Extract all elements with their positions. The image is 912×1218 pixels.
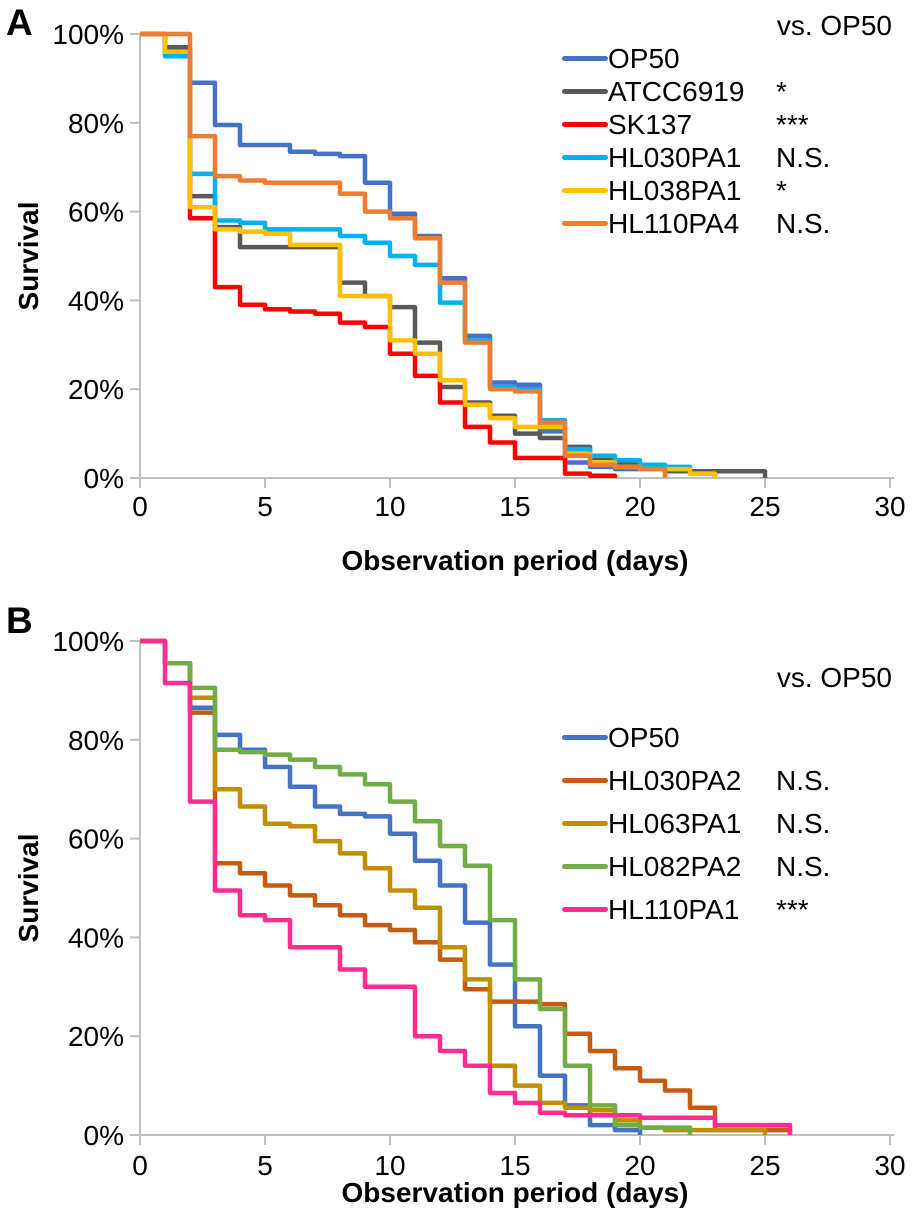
survival-curve-hl110pa4	[140, 31, 668, 478]
x-tick-label: 5	[257, 491, 273, 522]
survival-curve-sk137	[140, 31, 618, 479]
x-tick-label: 20	[624, 1150, 655, 1181]
legend-swatch-op50	[562, 735, 608, 740]
legend-swatch-atcc6919	[562, 89, 608, 94]
survival-curve-op50	[140, 638, 643, 1135]
legend-swatch-hl110pa4	[562, 221, 608, 226]
legend-swatch-hl063pa1	[562, 821, 608, 826]
significance-marker: ***	[776, 893, 809, 925]
x-tick-label: 30	[874, 1150, 905, 1181]
x-tick-label: 10	[374, 1150, 405, 1181]
legend-item-hl038pa1: HL038PA1 *	[562, 174, 907, 207]
significance-marker: ***	[776, 108, 809, 140]
legend-item-sk137: SK137 ***	[562, 108, 907, 141]
significance-marker: N.S.	[776, 807, 831, 839]
legend-label: OP50	[608, 721, 680, 753]
significance-marker: *	[776, 75, 787, 107]
legend-swatch-hl038pa1	[562, 188, 608, 193]
legend-swatch-op50	[562, 56, 608, 61]
legend-swatch-hl082pa2	[562, 864, 608, 869]
legend-panel-b: OP50 HL030PA2 N.S. HL063PA1 N.S. HL082PA2 N.S.…	[562, 716, 907, 931]
legend-label: HL082PA2	[608, 850, 742, 882]
survival-curve-hl082pa2	[140, 638, 693, 1135]
x-axis-title: Observation period (days)	[342, 545, 689, 576]
legend-label: HL110PA4	[608, 207, 740, 239]
survival-curve-hl110pa1	[140, 638, 793, 1135]
legend-item-hl030pa2: HL030PA2 N.S.	[562, 759, 907, 802]
legend-label: HL030PA1	[608, 141, 742, 173]
survival-curve-hl030pa2	[140, 638, 793, 1135]
y-tick-label: 60%	[68, 824, 124, 855]
legend-swatch-hl030pa1	[562, 155, 608, 160]
legend-panel-a: OP50 ATCC6919 * SK137 *** HL030PA1 N.S. HL038PA…	[562, 42, 907, 240]
survival-chart-b: 0% 20% 40% 60% 80% 100% 0 5 10 15 20 25 30 Observatio…	[13, 626, 906, 1208]
survival-chart-a: 0% 20% 40% 60% 80% 100% 0 5 10 15 20 25 30 Observatio…	[13, 19, 906, 576]
legend-swatch-sk137	[562, 122, 608, 127]
survival-curve-op50	[140, 31, 718, 478]
significance-marker: N.S.	[776, 141, 831, 173]
significance-marker: *	[776, 174, 787, 206]
y-axis-title: Survival	[13, 202, 44, 311]
x-tick-label: 10	[374, 491, 405, 522]
x-tick-label: 25	[749, 491, 780, 522]
legend-swatch-hl030pa2	[562, 778, 608, 783]
panel-b-label: B	[6, 600, 33, 641]
survival-curve-hl063pa1	[140, 638, 768, 1135]
x-tick-label: 0	[132, 1150, 148, 1181]
y-tick-label: 20%	[68, 374, 124, 405]
legend-header-vs-op50-a: vs. OP50	[776, 10, 892, 41]
y-tick-label: 40%	[68, 922, 124, 953]
y-tick-label: 100%	[52, 626, 124, 657]
legend-item-op50: OP50	[562, 716, 907, 759]
survival-curve-hl038pa1	[140, 31, 718, 478]
legend-header-vs-op50-b: vs. OP50	[776, 662, 892, 693]
legend-label: HL030PA2	[608, 764, 742, 796]
legend-label: HL063PA1	[608, 807, 742, 839]
x-tick-label: 25	[749, 1150, 780, 1181]
significance-marker: N.S.	[776, 764, 831, 796]
legend-label: HL038PA1	[608, 174, 742, 206]
x-tick-label: 20	[624, 491, 655, 522]
legend-item-hl110pa1: HL110PA1 ***	[562, 888, 907, 931]
legend-item-atcc6919: ATCC6919 *	[562, 75, 907, 108]
y-tick-label: 40%	[68, 285, 124, 316]
x-tick-label: 5	[257, 1150, 273, 1181]
x-tick-label: 15	[499, 491, 530, 522]
legend-item-hl082pa2: HL082PA2 N.S.	[562, 845, 907, 888]
x-axis-title: Observation period (days)	[342, 1177, 689, 1208]
y-tick-label: 0%	[84, 1120, 124, 1151]
y-tick-label: 0%	[84, 463, 124, 494]
legend-swatch-hl110pa1	[562, 907, 608, 912]
y-tick-label: 60%	[68, 197, 124, 228]
legend-item-hl063pa1: HL063PA1 N.S.	[562, 802, 907, 845]
legend-item-op50: OP50	[562, 42, 907, 75]
survival-curve-hl030pa1	[140, 31, 718, 478]
y-tick-label: 80%	[68, 725, 124, 756]
legend-item-hl030pa1: HL030PA1 N.S.	[562, 141, 907, 174]
legend-label: SK137	[608, 108, 693, 140]
legend-label: HL110PA1	[608, 893, 740, 925]
y-tick-label: 20%	[68, 1021, 124, 1052]
legend-label: OP50	[608, 42, 680, 74]
legend-label: ATCC6919	[608, 75, 745, 107]
y-tick-label: 80%	[68, 108, 124, 139]
y-axis-title: Survival	[13, 834, 44, 943]
significance-marker: N.S.	[776, 850, 831, 882]
y-tick-label: 100%	[52, 19, 124, 50]
x-tick-label: 15	[499, 1150, 530, 1181]
panel-a-label: A	[6, 2, 33, 43]
legend-item-hl110pa4: HL110PA4 N.S.	[562, 207, 907, 240]
significance-marker: N.S.	[776, 207, 831, 239]
x-tick-label: 30	[874, 491, 905, 522]
x-tick-label: 0	[132, 491, 148, 522]
survival-curve-atcc6919	[140, 31, 768, 478]
